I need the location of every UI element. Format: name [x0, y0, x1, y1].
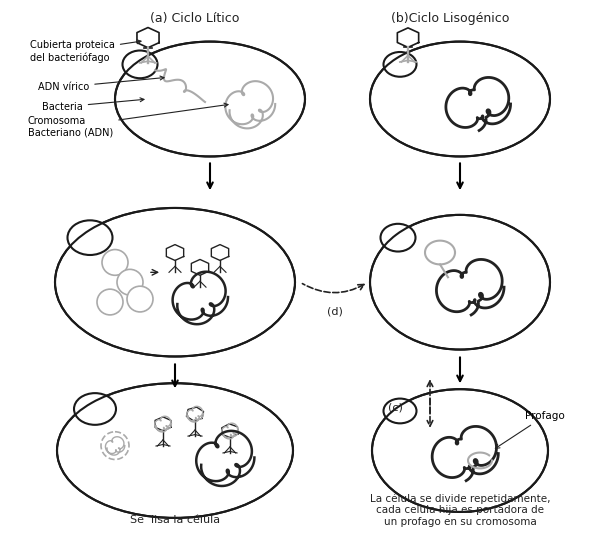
Circle shape [127, 286, 153, 312]
Ellipse shape [383, 399, 416, 423]
Text: ADN vírico: ADN vírico [38, 76, 164, 92]
Circle shape [102, 249, 128, 276]
Text: (a) Ciclo Lítico: (a) Ciclo Lítico [151, 12, 239, 25]
Text: (c): (c) [388, 403, 403, 413]
Circle shape [117, 269, 143, 295]
Ellipse shape [380, 224, 415, 251]
Circle shape [101, 432, 129, 460]
Ellipse shape [122, 50, 157, 78]
Ellipse shape [74, 393, 116, 425]
Text: Bacteria: Bacteria [42, 98, 144, 112]
Text: (b)Ciclo Lisogénico: (b)Ciclo Lisogénico [391, 12, 509, 25]
Circle shape [97, 289, 123, 315]
Text: (d): (d) [327, 307, 343, 317]
Text: Cromosoma
Bacteriano (ADN): Cromosoma Bacteriano (ADN) [28, 103, 228, 137]
Ellipse shape [383, 52, 416, 77]
Ellipse shape [67, 220, 113, 255]
Text: Profago: Profago [496, 411, 565, 448]
Text: Cubierta proteica
del bacteriófago: Cubierta proteica del bacteriófago [30, 40, 141, 63]
Text: La célula se divide repetidamente,
cada celula hija es portadora de
un profago e: La célula se divide repetidamente, cada … [370, 493, 550, 527]
Text: Se  lisa la célula: Se lisa la célula [130, 515, 220, 525]
